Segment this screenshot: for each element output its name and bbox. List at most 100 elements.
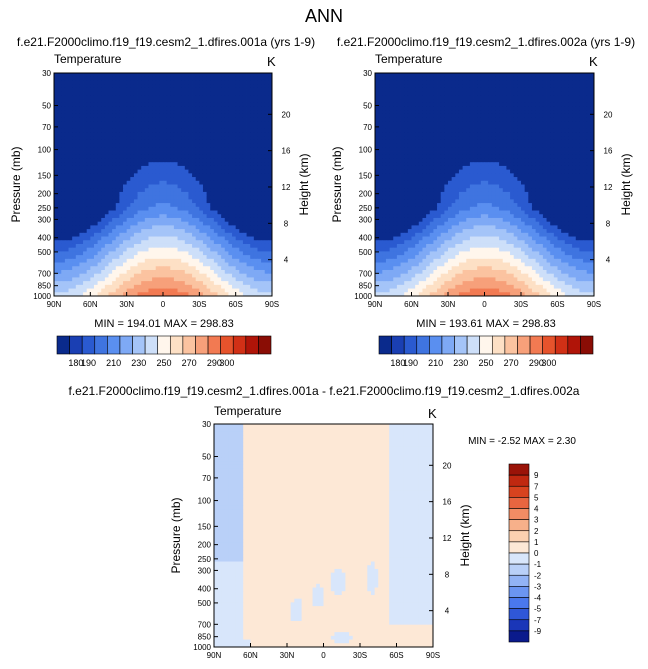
contour-cell [480, 113, 485, 118]
contour-cell [382, 147, 387, 152]
contour-cell [539, 76, 544, 81]
contour-cell [415, 110, 420, 115]
contour-cell [184, 106, 189, 111]
contour-cell [382, 113, 387, 118]
contour-cell [404, 80, 409, 85]
contour-cell [396, 99, 401, 104]
contour-cell [173, 277, 178, 282]
contour-cell [586, 117, 591, 122]
contour-cell [115, 188, 120, 193]
contour-cell [155, 191, 160, 197]
contour-cell [115, 169, 120, 174]
contour-cell [448, 139, 453, 145]
contour-cell [257, 240, 262, 245]
contour-cell [469, 80, 474, 85]
contour-cell [261, 206, 266, 211]
contour-cell [86, 288, 91, 293]
contour-cell [72, 95, 77, 100]
contour-cell [144, 221, 149, 226]
contour-cell [235, 255, 240, 260]
contour-cell [83, 225, 88, 230]
contour-cell [488, 110, 493, 115]
contour-cell [250, 184, 255, 189]
contour-cell [228, 73, 233, 78]
contour-cell [455, 102, 460, 107]
contour-cell [137, 214, 142, 219]
contour-cell [57, 225, 62, 230]
contour-cell [213, 165, 218, 171]
contour-cell [400, 154, 405, 159]
contour-cell [90, 195, 95, 200]
contour-cell [199, 240, 204, 245]
contour-cell [177, 125, 182, 130]
contour-cell [97, 128, 102, 133]
contour-cell [495, 91, 500, 96]
contour-cell [148, 195, 153, 200]
contour-cell [195, 102, 200, 107]
contour-cell [199, 177, 204, 182]
contour-cell [79, 95, 84, 100]
contour-cell [488, 132, 493, 137]
contour-cell [257, 136, 262, 141]
contour-cell [462, 139, 467, 145]
contour-cell [404, 106, 409, 111]
contour-cell [561, 125, 566, 130]
contour-cell [542, 99, 547, 104]
contour-cell [195, 195, 200, 200]
contour-cell [148, 214, 153, 219]
contour-cell [112, 102, 117, 107]
contour-cell [173, 191, 178, 197]
contour-cell [440, 87, 445, 92]
contour-cell [202, 158, 207, 163]
contour-cell [517, 125, 522, 130]
contour-cell [221, 177, 226, 182]
contour-cell [586, 136, 591, 141]
contour-cell [155, 258, 160, 263]
contour-cell [528, 110, 533, 115]
contour-cell [86, 110, 91, 115]
contour-cell [579, 121, 584, 126]
contour-cell [535, 117, 540, 122]
contour-cell [221, 266, 226, 271]
contour-cell [242, 173, 247, 178]
contour-cell [389, 125, 394, 130]
contour-cell [477, 106, 482, 111]
contour-cell [462, 132, 467, 137]
contour-cell [83, 229, 88, 234]
contour-cell [192, 284, 197, 289]
contour-cell [561, 99, 566, 104]
contour-cell [257, 277, 262, 282]
contour-cell [64, 206, 69, 211]
contour-cell [268, 177, 273, 182]
contour-cell [210, 147, 215, 152]
contour-cell [75, 125, 80, 130]
contour-cell [385, 128, 390, 133]
contour-cell [159, 117, 164, 122]
contour-cell [137, 288, 142, 293]
contour-cell [137, 203, 142, 208]
contour-cell [61, 87, 66, 92]
contour-cell [195, 221, 200, 226]
x-tick-label: 30S [192, 300, 206, 309]
contour-cell [228, 184, 233, 189]
contour-cell [510, 147, 515, 152]
contour-cell [130, 139, 135, 145]
contour-cell [144, 113, 149, 118]
contour-cell [531, 110, 536, 115]
contour-cell [257, 203, 262, 208]
contour-cell [93, 76, 98, 81]
contour-cell [79, 121, 84, 126]
contour-cell [68, 247, 73, 252]
contour-cell [112, 121, 117, 126]
contour-cell [539, 113, 544, 118]
contour-cell [553, 151, 558, 156]
contour-cell [93, 151, 98, 156]
contour-cell [473, 76, 478, 81]
contour-cell [484, 113, 489, 118]
contour-cell [123, 80, 128, 85]
contour-cell [210, 95, 215, 100]
contour-cell [502, 84, 507, 89]
contour-cell [57, 154, 62, 159]
contour-cell [400, 117, 405, 122]
contour-cell [202, 251, 207, 256]
